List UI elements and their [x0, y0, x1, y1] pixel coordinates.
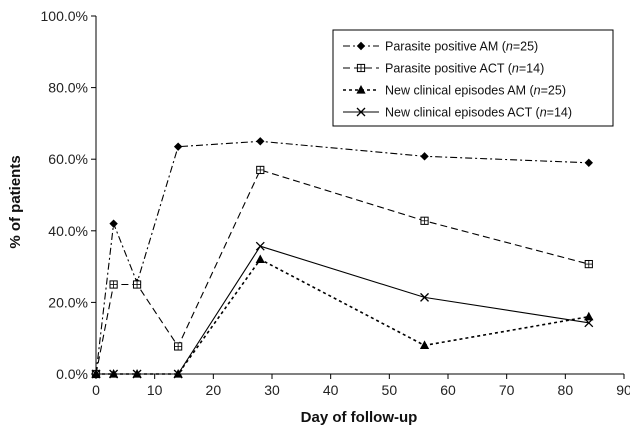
series-1 — [91, 137, 593, 379]
series-line — [96, 258, 589, 375]
point-marker — [109, 280, 118, 289]
point-marker — [584, 158, 593, 167]
y-tick-label: 20.0% — [48, 294, 88, 310]
point-marker — [584, 318, 594, 328]
point-marker — [584, 311, 594, 321]
y-tick-label: 60.0% — [48, 151, 88, 167]
point-marker — [356, 107, 366, 117]
point-marker — [420, 152, 429, 161]
y-tick-label: 80.0% — [48, 80, 88, 96]
y-tick-label: 0.0% — [56, 366, 88, 382]
series-line — [95, 140, 589, 375]
legend-label: New clinical episodes ACT (n=14) — [385, 106, 572, 120]
point-marker — [132, 369, 142, 379]
x-axis-title: Day of follow-up — [301, 409, 418, 426]
y-tick-label: 100.0% — [41, 8, 88, 24]
plot-area: 0.0% 20.0% 40.0% 60.0% 80.0% 100.0% 0 10 20 30 40 5… — [41, 8, 630, 398]
x-tick-label: 70 — [499, 382, 515, 398]
point-marker — [256, 165, 265, 175]
point-marker — [419, 340, 430, 349]
x-tick-label: 0 — [92, 382, 100, 398]
point-marker — [109, 219, 118, 228]
legend-label: Parasite positive ACT (n=14) — [385, 62, 544, 76]
y-tick-label: 40.0% — [48, 223, 88, 239]
point-marker — [356, 85, 366, 94]
point-marker — [255, 254, 265, 264]
x-tick-label: 60 — [440, 382, 456, 398]
x-tick-label: 80 — [558, 382, 574, 398]
legend-item: New clinical episodes AM (n=25) — [343, 84, 566, 98]
series-4 — [91, 241, 594, 379]
y-axis-title: % of patients — [7, 155, 24, 248]
point-marker — [109, 369, 119, 379]
point-marker — [173, 142, 183, 151]
series-line — [96, 245, 589, 375]
legend-label: New clinical episodes AM (n=25) — [385, 84, 566, 98]
x-tick-label: 20 — [206, 382, 222, 398]
legend-item: Parasite positive AM (n=25) — [343, 40, 538, 54]
legend-item: New clinical episodes ACT (n=14) — [343, 106, 572, 120]
point-marker — [132, 280, 142, 289]
point-marker — [173, 369, 183, 379]
point-marker — [91, 369, 101, 379]
legend-item: Parasite positive ACT (n=14) — [343, 62, 544, 76]
x-tick-label: 50 — [382, 382, 398, 398]
x-tick-label: 90 — [616, 382, 630, 398]
x-tick-label: 40 — [323, 382, 339, 398]
point-marker — [256, 137, 265, 146]
legend-label: Parasite positive AM (n=25) — [385, 40, 538, 54]
legend: Parasite positive AM (n=25) Parasite posi… — [332, 29, 614, 127]
series-3 — [91, 254, 594, 378]
x-tick-label: 30 — [264, 382, 280, 398]
point-marker — [174, 342, 183, 351]
point-marker — [584, 259, 593, 269]
point-marker — [255, 241, 265, 251]
point-marker — [356, 63, 366, 73]
x-tick-label: 10 — [147, 382, 163, 398]
point-marker — [420, 292, 429, 302]
legend-box — [332, 29, 614, 127]
point-marker — [356, 41, 366, 51]
point-marker — [420, 216, 429, 225]
